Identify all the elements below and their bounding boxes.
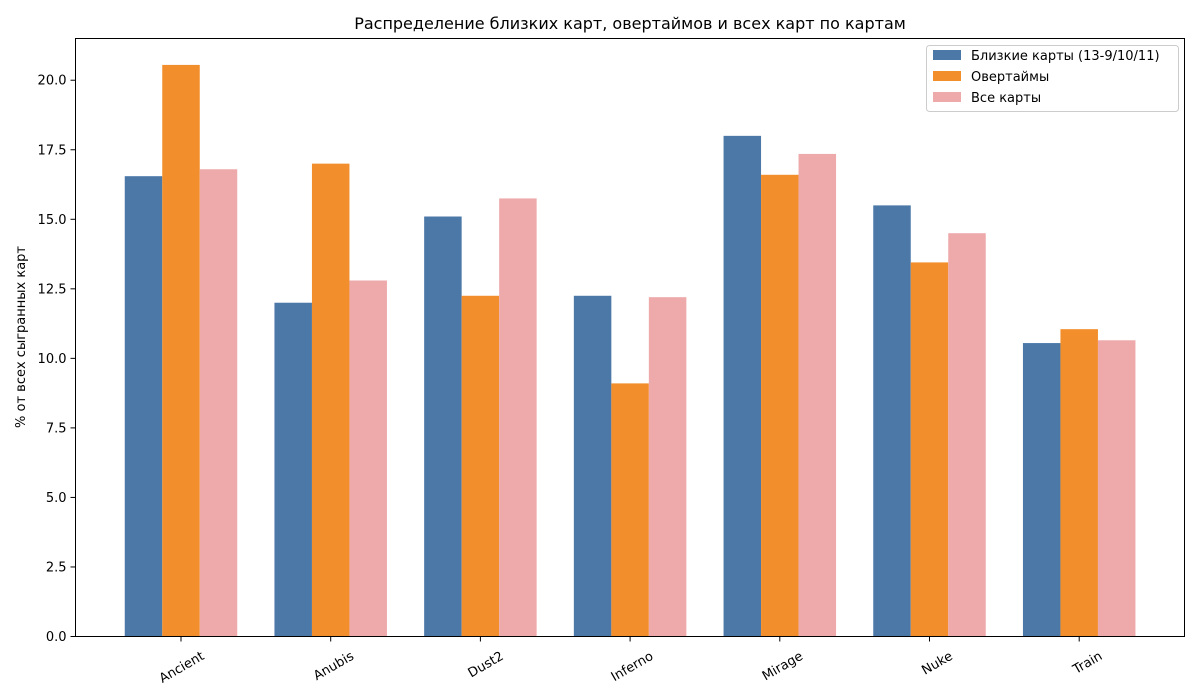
y-tick-label: 10.0 (38, 352, 67, 367)
bar-anubis-series-3 (349, 280, 387, 637)
bar-dust2-series-2 (461, 295, 500, 637)
bar-ancient-series-2 (162, 64, 200, 637)
bar-mirage-series-1 (723, 135, 762, 637)
y-tick-label: 5.0 (46, 491, 67, 506)
y-tick-label: 0.0 (46, 630, 67, 645)
x-tick-label-train: Train (1070, 649, 1105, 678)
bar-dust2-series-1 (424, 216, 462, 637)
y-tick-label: 15.0 (38, 213, 67, 228)
legend-label-3: Все карты (971, 91, 1041, 106)
bar-mirage-series-3 (798, 153, 837, 637)
legend-label-1: Близкие карты (13-9/10/11) (971, 49, 1160, 64)
legend-swatch-3 (933, 92, 961, 102)
bar-train-series-2 (1060, 329, 1098, 637)
bar-inferno-series-3 (648, 297, 687, 637)
bar-nuke-series-2 (910, 262, 949, 637)
legend-label-2: Овертаймы (971, 70, 1049, 85)
x-axis: Ancient Anubis Dust2 Inferno Mirage Nuke Train (157, 636, 1105, 687)
y-tick-label: 12.5 (38, 282, 67, 297)
y-tick-label: 2.5 (46, 560, 67, 575)
y-tick-label: 20.0 (38, 74, 67, 89)
bar-anubis-series-1 (274, 302, 312, 637)
chart-title: Распределение близких карт, овертаймов и… (354, 14, 906, 33)
y-axis: 0.0 2.5 5.0 7.5 10.0 12.5 15.0 17.5 20.0 (38, 74, 76, 645)
bar-mirage-series-2 (761, 174, 799, 637)
bar-inferno-series-1 (573, 295, 612, 637)
bar-train-series-3 (1097, 340, 1136, 637)
plot-area (124, 64, 1136, 637)
bar-ancient-series-1 (124, 176, 163, 637)
y-tick-label: 7.5 (46, 421, 67, 436)
x-tick-label-dust2: Dust2 (466, 649, 507, 681)
bar-train-series-1 (1022, 343, 1061, 637)
bar-dust2-series-3 (499, 198, 537, 637)
x-tick-label-inferno: Inferno (609, 649, 656, 685)
x-tick-label-nuke: Nuke (919, 649, 955, 679)
x-tick-label-ancient: Ancient (157, 649, 207, 687)
y-axis-title: % от всех сыгранных карт (14, 246, 29, 428)
legend-swatch-2 (933, 71, 961, 81)
x-tick-label-anubis: Anubis (311, 649, 357, 684)
bar-ancient-series-3 (199, 169, 238, 637)
legend: Близкие карты (13-9/10/11) Овертаймы Все к… (926, 45, 1179, 112)
legend-box (926, 45, 1179, 112)
legend-swatch-1 (933, 50, 961, 60)
bar-nuke-series-3 (948, 233, 986, 637)
bar-nuke-series-1 (873, 205, 911, 637)
x-tick-label-mirage: Mirage (760, 649, 806, 684)
bar-inferno-series-2 (611, 383, 649, 637)
y-tick-label: 17.5 (38, 143, 67, 158)
bar-anubis-series-2 (311, 163, 350, 637)
